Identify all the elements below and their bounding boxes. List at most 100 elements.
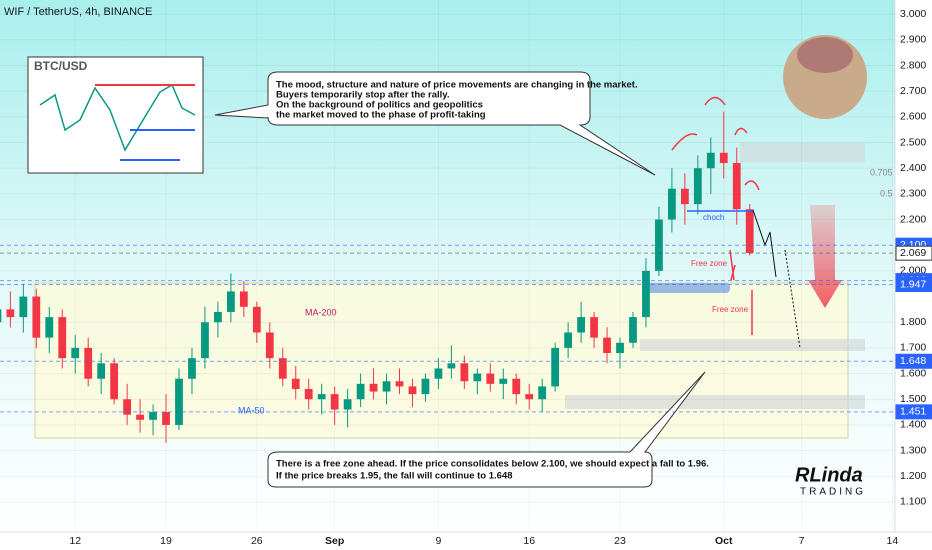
ma-label: MA-50 (238, 405, 265, 415)
candle-body (369, 383, 378, 392)
candle-body (226, 291, 235, 312)
logo: TRADING (800, 487, 866, 498)
candle-body (486, 373, 495, 384)
candle-body (97, 363, 106, 379)
y-tick-label: 1.700 (900, 342, 926, 354)
y-tick-label: 1.300 (900, 444, 926, 456)
candle-body (149, 412, 157, 420)
candle-body (512, 378, 521, 395)
candle-body (745, 209, 754, 253)
x-tick-label: 12 (69, 535, 81, 547)
candle-body (252, 306, 261, 333)
candle-body (434, 368, 443, 379)
top-arcs (671, 96, 760, 191)
candle-body (58, 317, 67, 359)
callout-text: On the background of politics and geopol… (276, 100, 483, 111)
y-tick-label: 2.300 (900, 188, 926, 200)
candle-body (162, 412, 170, 425)
price-level-label: 2.069 (900, 247, 926, 259)
candle-body (330, 394, 339, 410)
candle-body (188, 358, 196, 379)
candle-body (71, 347, 80, 359)
price-level-label: 1.451 (900, 406, 926, 418)
y-tick-label: 2.900 (900, 34, 926, 46)
candle-body (616, 342, 624, 354)
candle-body (551, 347, 560, 387)
y-tick-label: 1.800 (900, 316, 926, 328)
y-tick-label: 2.700 (900, 85, 926, 97)
candle-body (291, 378, 300, 389)
zone-label: Free zone (712, 305, 749, 314)
price-level-tag (895, 245, 932, 261)
candle-body (395, 381, 404, 387)
order-block (642, 283, 730, 293)
inset-title: BTC/USD (34, 59, 88, 73)
candle-body (421, 378, 430, 395)
zone-label: Free zone (691, 259, 728, 268)
candle-body (356, 383, 365, 400)
candle-body (382, 381, 391, 392)
y-tick-label: 1.400 (900, 419, 926, 431)
demand-zone (640, 339, 865, 351)
candle-body (499, 378, 508, 384)
x-tick-label: Oct (715, 535, 733, 547)
candle-body (668, 188, 676, 220)
y-tick-label: 2.800 (900, 59, 926, 71)
candle-body (680, 188, 689, 205)
callout-text: The mood, structure and nature of price … (276, 80, 638, 91)
x-tick-label: 23 (614, 535, 626, 547)
x-tick-label: 16 (523, 535, 535, 547)
candle-body (642, 270, 650, 318)
callout-box (267, 371, 706, 488)
candle-body (239, 291, 248, 307)
candle-body (0, 309, 2, 323)
candle-body (447, 363, 456, 369)
candle-body (45, 317, 54, 338)
x-tick-label: 7 (799, 535, 805, 547)
path-arrow (752, 209, 777, 278)
candle-body (564, 332, 573, 348)
candle-body (32, 296, 41, 338)
candle-body (603, 337, 611, 354)
candle-body (343, 399, 352, 410)
candle-body (317, 394, 326, 400)
x-tick-label: 19 (160, 535, 172, 547)
candle-body (265, 332, 274, 359)
candle-body (408, 386, 417, 395)
choch-label: choch (703, 213, 724, 222)
candle-body (538, 386, 547, 400)
price-level-tag (895, 276, 932, 292)
candle-body (706, 152, 715, 169)
fib-label: 0.5 (880, 188, 893, 198)
candle-body (693, 168, 702, 205)
inset-chart (27, 56, 204, 174)
y-tick-label: 1.600 (900, 367, 926, 379)
logo: RLinda (795, 464, 863, 486)
price-level-label: 1.648 (900, 355, 926, 367)
candle-body (214, 311, 222, 323)
candle-body (577, 317, 585, 333)
candle-body (201, 322, 209, 359)
candle-body (175, 378, 183, 425)
chart-title: WIF / TetherUS, 4h, BINANCE (4, 6, 152, 18)
candle-body (278, 358, 287, 379)
callout-box (214, 71, 656, 176)
candle-body (19, 296, 28, 318)
candle-body (719, 152, 728, 164)
y-tick-label: 3.000 (900, 8, 926, 20)
avatar-hat (797, 37, 853, 73)
y-tick-label: 1.100 (900, 496, 926, 508)
callout-text: Buyers temporarily stop after the rally. (276, 90, 450, 101)
candle-body (136, 414, 144, 420)
price-level-tag (895, 353, 932, 369)
candle-body (629, 317, 637, 343)
callout-text: the market moved to the phase of profit-… (276, 110, 486, 121)
price-level-label: 1.947 (900, 278, 926, 290)
red-arrows (729, 249, 753, 335)
path-arrow-dotted (784, 249, 801, 349)
candle-body (123, 399, 132, 415)
supply-zone (740, 143, 865, 162)
price-level-tag (895, 404, 932, 420)
y-tick-label: 2.600 (900, 111, 926, 123)
